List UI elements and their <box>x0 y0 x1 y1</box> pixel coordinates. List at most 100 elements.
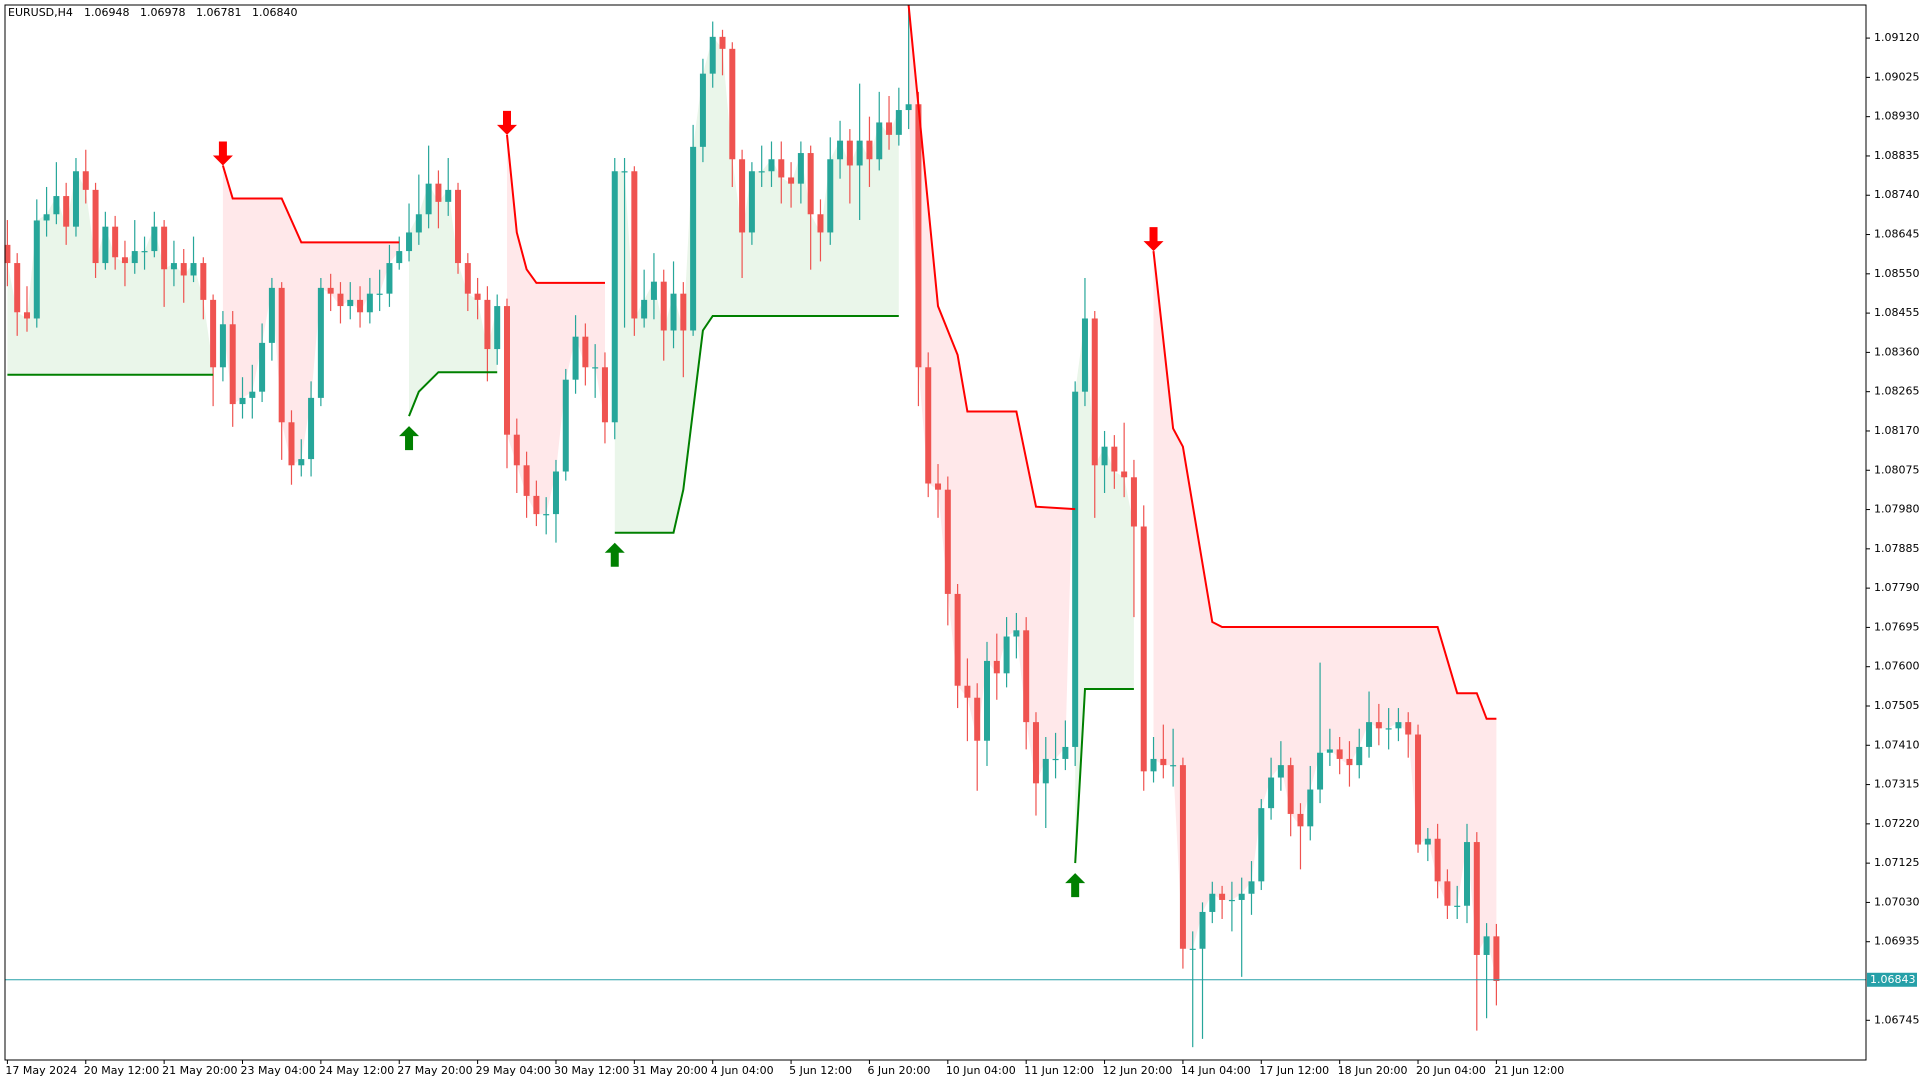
x-tick-label: 21 May 20:00 <box>162 1064 237 1077</box>
candle-body <box>866 140 873 160</box>
band-fill <box>1153 251 1497 982</box>
band-line <box>221 165 400 244</box>
candle-body <box>406 232 413 252</box>
candle-body <box>641 299 648 319</box>
candle-body <box>161 226 168 270</box>
x-tick-label: 14 Jun 04:00 <box>1181 1064 1251 1077</box>
candle-body <box>699 73 706 147</box>
candle-body <box>1395 722 1402 729</box>
candle-body <box>1454 905 1461 907</box>
candle-body <box>386 263 393 294</box>
candle-body <box>1277 765 1284 778</box>
candle-body <box>1179 765 1186 949</box>
candle-body <box>1366 722 1373 747</box>
candle-body <box>1042 758 1049 784</box>
candle-body <box>1081 318 1088 392</box>
candle-body <box>288 422 295 466</box>
x-tick-label: 27 May 20:00 <box>397 1064 472 1077</box>
candle-body <box>1444 881 1451 906</box>
candle-body <box>1346 758 1353 766</box>
candle-body <box>1160 758 1167 766</box>
band-fill <box>222 165 400 466</box>
candle-body <box>729 48 736 160</box>
y-tick-label: 1.07980 <box>1874 503 1920 516</box>
x-tick-label: 12 Jun 20:00 <box>1103 1064 1173 1077</box>
x-tick-label: 24 May 12:00 <box>319 1064 394 1077</box>
y-tick-label: 1.07505 <box>1874 699 1920 712</box>
candle-body <box>856 140 863 166</box>
candle-body <box>151 226 158 252</box>
band-fill <box>409 183 498 417</box>
candle-body <box>92 189 99 264</box>
candle-body <box>464 263 471 294</box>
candle-body <box>1464 842 1471 906</box>
candle-body <box>797 153 804 184</box>
candle-body <box>435 183 442 202</box>
header-value: 1.06948 <box>84 6 130 19</box>
candle-body <box>846 140 853 166</box>
signal-arrow <box>1065 873 1086 898</box>
candle-body <box>905 104 912 111</box>
candle-body <box>1209 893 1216 912</box>
y-tick-label: 1.07315 <box>1874 778 1920 791</box>
candle-body <box>259 342 266 392</box>
candle-body <box>1434 838 1441 882</box>
candle-body <box>33 220 40 319</box>
signal-arrow <box>496 110 517 135</box>
candle-body <box>964 685 971 698</box>
x-tick-label: 31 May 20:00 <box>632 1064 707 1077</box>
signal-arrow <box>604 542 625 567</box>
candle-body <box>43 214 50 221</box>
candle-body <box>327 287 334 294</box>
candle-body <box>4 244 11 264</box>
y-tick-label: 1.07600 <box>1874 660 1920 673</box>
header-value: 1.06978 <box>140 6 186 19</box>
x-tick-label: 18 Jun 20:00 <box>1338 1064 1408 1077</box>
candle-body <box>1150 758 1157 772</box>
candle-body <box>268 287 275 343</box>
y-tick-label: 1.08455 <box>1874 306 1920 319</box>
candle-body <box>1415 734 1422 845</box>
candle-body <box>1140 526 1147 772</box>
candle-body <box>709 36 716 74</box>
y-tick-label: 1.07030 <box>1874 895 1920 908</box>
candle-body <box>249 391 256 398</box>
x-tick-label: 4 Jun 04:00 <box>711 1064 774 1077</box>
candle-body <box>1013 630 1020 637</box>
candle-body <box>1219 893 1226 900</box>
candle-body <box>807 153 814 215</box>
candle-body <box>944 489 951 594</box>
candle-body <box>650 281 657 300</box>
candle-body <box>317 287 324 398</box>
candle-body <box>1483 936 1490 955</box>
x-tick-label: 17 May 2024 <box>5 1064 77 1077</box>
candle-body <box>180 263 187 276</box>
candle-body <box>680 293 687 331</box>
candle-body <box>533 495 540 515</box>
x-tick-label: 21 Jun 12:00 <box>1494 1064 1564 1077</box>
price-label-box <box>1867 972 1917 987</box>
x-tick-label: 11 Jun 12:00 <box>1024 1064 1094 1077</box>
candle-body <box>1375 722 1382 729</box>
band-fill <box>507 134 605 515</box>
y-tick-label: 1.08075 <box>1874 463 1920 476</box>
y-tick-label: 1.08170 <box>1874 424 1920 437</box>
candle-body <box>1326 749 1333 753</box>
candle-body <box>112 226 119 258</box>
candle-body <box>1238 893 1245 900</box>
candle-body <box>1424 838 1431 845</box>
candle-body <box>308 397 315 460</box>
candle-body <box>1297 813 1304 827</box>
y-tick-label: 1.07220 <box>1874 817 1920 830</box>
candle-body <box>1111 446 1118 472</box>
y-tick-label: 1.07410 <box>1874 738 1920 751</box>
candle-body <box>357 299 364 313</box>
candle-body <box>1091 318 1098 466</box>
candle-body <box>1493 936 1500 982</box>
candle-body <box>455 189 462 264</box>
symbol: EURUSD,H4 <box>8 6 73 19</box>
candle-body <box>484 299 491 350</box>
signal-arrow <box>212 141 233 166</box>
candle-body <box>72 171 79 227</box>
candle-body <box>1473 842 1480 955</box>
